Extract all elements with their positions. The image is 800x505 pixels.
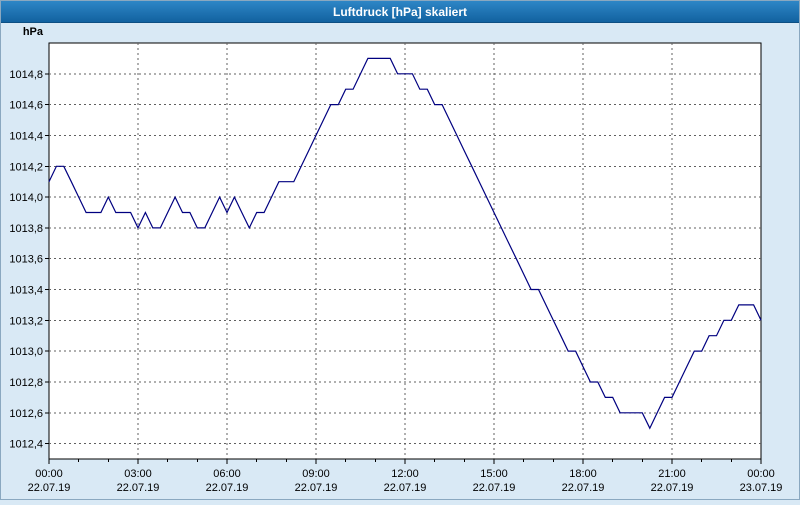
svg-text:21:00: 21:00 bbox=[658, 468, 686, 480]
svg-text:1012,6: 1012,6 bbox=[9, 408, 43, 420]
svg-text:hPa: hPa bbox=[23, 26, 44, 38]
svg-text:09:00: 09:00 bbox=[302, 468, 330, 480]
svg-text:1014,6: 1014,6 bbox=[9, 100, 43, 112]
svg-text:06:00: 06:00 bbox=[213, 468, 241, 480]
svg-text:12:00: 12:00 bbox=[391, 468, 419, 480]
svg-text:1013,4: 1013,4 bbox=[9, 285, 43, 297]
chart-area: 1014,8 1014,6 1014,4 1014,2 1014,0 1013,8 1013… bbox=[1, 23, 799, 505]
svg-text:22.07.19: 22.07.19 bbox=[384, 482, 427, 494]
pressure-chart-svg: 1014,8 1014,6 1014,4 1014,2 1014,0 1013,8 1013… bbox=[9, 26, 783, 494]
window-title: Luftdruck [hPa] skaliert bbox=[332, 4, 468, 19]
svg-text:1014,0: 1014,0 bbox=[9, 192, 43, 204]
svg-text:1012,8: 1012,8 bbox=[9, 377, 43, 389]
svg-text:1014,2: 1014,2 bbox=[9, 161, 43, 173]
svg-text:22.07.19: 22.07.19 bbox=[473, 482, 516, 494]
svg-text:22.07.19: 22.07.19 bbox=[562, 482, 605, 494]
svg-text:1014,4: 1014,4 bbox=[9, 130, 43, 142]
svg-text:22.07.19: 22.07.19 bbox=[28, 482, 71, 494]
svg-text:03:00: 03:00 bbox=[124, 468, 152, 480]
svg-text:18:00: 18:00 bbox=[569, 468, 597, 480]
svg-text:1014,8: 1014,8 bbox=[9, 69, 43, 81]
svg-text:1013,0: 1013,0 bbox=[9, 346, 43, 358]
svg-text:1013,2: 1013,2 bbox=[9, 315, 43, 327]
svg-text:15:00: 15:00 bbox=[480, 468, 508, 480]
svg-text:00:00: 00:00 bbox=[35, 468, 63, 480]
svg-text:00:00: 00:00 bbox=[747, 468, 775, 480]
svg-text:22.07.19: 22.07.19 bbox=[117, 482, 160, 494]
svg-text:1013,8: 1013,8 bbox=[9, 223, 43, 235]
svg-text:1012,4: 1012,4 bbox=[9, 439, 43, 451]
svg-text:22.07.19: 22.07.19 bbox=[651, 482, 694, 494]
svg-text:22.07.19: 22.07.19 bbox=[295, 482, 338, 494]
svg-text:23.07.19: 23.07.19 bbox=[740, 482, 783, 494]
title-bar: Luftdruck [hPa] skaliert bbox=[1, 1, 799, 23]
svg-text:1013,6: 1013,6 bbox=[9, 254, 43, 266]
svg-text:22.07.19: 22.07.19 bbox=[206, 482, 249, 494]
